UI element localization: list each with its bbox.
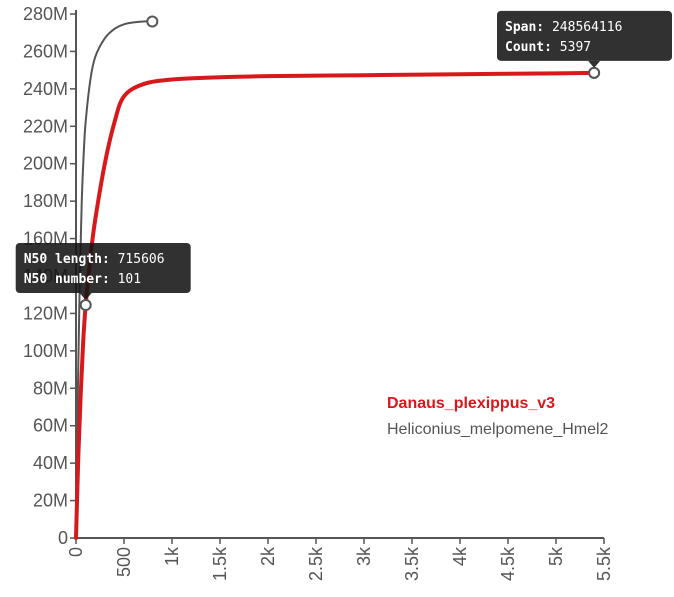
tooltip-pointer bbox=[588, 60, 601, 68]
legend-entry: Heliconius_melpomene_Hmel2 bbox=[387, 421, 609, 438]
tooltip-key: Span: bbox=[505, 20, 544, 35]
tooltip-line: Count: 5397 bbox=[505, 40, 591, 55]
x-tick-label: 5k bbox=[546, 546, 566, 566]
series-line-heliconius-melpomene-hmel2 bbox=[75, 20, 154, 539]
x-tick-label: 2.5k bbox=[306, 546, 326, 581]
y-tick-label: 20M bbox=[33, 491, 68, 511]
series-line-danaus-plexippus-v3 bbox=[74, 70, 597, 540]
tooltip-value: 5397 bbox=[552, 40, 591, 55]
y-tick-label: 280M bbox=[23, 4, 68, 24]
annotation-marker bbox=[79, 299, 92, 312]
tooltip-value: 248564116 bbox=[544, 20, 622, 35]
y-tick-label: 40M bbox=[33, 453, 68, 473]
annotation-marker bbox=[588, 66, 601, 79]
y-tick-label: 200M bbox=[23, 154, 68, 174]
x-tick-label: 500 bbox=[114, 547, 134, 577]
x-tick-label: 3.5k bbox=[402, 546, 422, 581]
tooltip-box bbox=[497, 10, 672, 61]
series-endpoint-marker bbox=[146, 15, 159, 28]
tooltip-pointer bbox=[79, 293, 92, 301]
y-tick-label: 100M bbox=[23, 341, 68, 361]
legend: Danaus_plexippus_v3 Heliconius_melpomene_… bbox=[387, 395, 609, 438]
x-tick-label: 1.5k bbox=[210, 546, 230, 581]
annotation-tooltip: Span: 248564116 Count: 5397 bbox=[497, 10, 672, 79]
tooltip-key: N50 number: bbox=[24, 272, 110, 287]
x-tick-label: 3k bbox=[354, 546, 374, 566]
x-axis: 0 500 1k 1.5k 2k 2.5k 3k 3.5k 4k 4.5k 5k 5.5k bbox=[66, 537, 614, 581]
y-tick-label: 120M bbox=[23, 303, 68, 323]
y-tick-label: 60M bbox=[33, 416, 68, 436]
tooltip-line: N50 number: 101 bbox=[24, 272, 141, 287]
y-axis: 020M40M60M80M100M120M140M160M180M200M220… bbox=[23, 4, 77, 548]
tooltip-value: 101 bbox=[110, 272, 141, 287]
legend-entry: Danaus_plexippus_v3 bbox=[387, 395, 555, 412]
tooltip-key: Count: bbox=[505, 40, 552, 55]
x-tick-label: 4.5k bbox=[498, 546, 518, 581]
y-tick-label: 0 bbox=[58, 528, 68, 548]
tooltip-box bbox=[15, 243, 191, 294]
tooltip-line: Span: 248564116 bbox=[505, 20, 622, 35]
y-tick-label: 260M bbox=[23, 41, 68, 61]
y-tick-label: 240M bbox=[23, 79, 68, 99]
x-tick-label: 2k bbox=[258, 546, 278, 566]
y-tick-label: 80M bbox=[33, 378, 68, 398]
x-tick-label: 5.5k bbox=[594, 546, 614, 581]
x-tick-label: 1k bbox=[162, 546, 182, 566]
y-tick-label: 180M bbox=[23, 191, 68, 211]
tooltip-line: N50 length: 715606 bbox=[24, 252, 165, 267]
tooltip-value: 715606 bbox=[110, 252, 165, 267]
x-tick-label: 4k bbox=[450, 546, 470, 566]
tooltip-key: N50 length: bbox=[24, 252, 110, 267]
x-tick-label: 0 bbox=[66, 547, 86, 557]
y-tick-label: 220M bbox=[23, 116, 68, 136]
